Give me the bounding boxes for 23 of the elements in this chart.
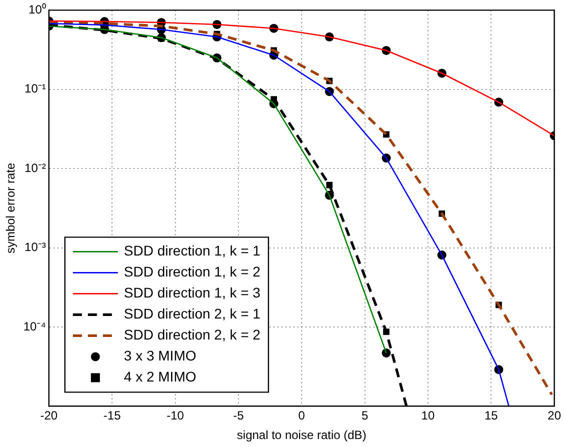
y-axis-title: symbol error rate: [4, 162, 18, 254]
legend-label: 4 x 2 MIMO: [124, 368, 196, 385]
y-tick-label: 10⁻⁴: [23, 319, 46, 334]
x-tick-label: 0: [298, 408, 306, 423]
legend-label: SDD direction 1, k = 2: [124, 264, 261, 280]
y-tick-label: 10⁻¹: [24, 82, 46, 96]
y-tick-label: 10⁻³: [24, 240, 46, 254]
y-tick-label: 10⁻²: [24, 160, 46, 175]
legend-label: SDD direction 1, k = 3: [124, 284, 261, 301]
x-tick-label: 5: [361, 408, 368, 423]
x-tick-label: 20: [548, 408, 562, 423]
x-tick-label: 10: [421, 408, 435, 423]
x-tick-label: 15: [484, 408, 498, 423]
x-tick-label: -20: [40, 408, 58, 423]
x-tick-label: -5: [233, 408, 244, 423]
x-tick-label: -15: [103, 408, 122, 423]
x-axis-title: signal to noise ratio (dB): [236, 428, 366, 442]
x-tick-label: -10: [166, 408, 184, 423]
y-tick-label: 10⁰: [28, 2, 46, 17]
legend-label: SDD direction 2, k = 2: [124, 326, 261, 343]
legend-label: SDD direction 2, k = 1: [124, 306, 261, 322]
legend-label: 3 x 3 MIMO: [124, 348, 196, 364]
legend-label: SDD direction 1, k = 1: [124, 242, 261, 259]
